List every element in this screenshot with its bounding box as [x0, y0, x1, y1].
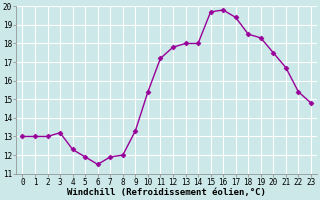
X-axis label: Windchill (Refroidissement éolien,°C): Windchill (Refroidissement éolien,°C): [67, 188, 266, 197]
